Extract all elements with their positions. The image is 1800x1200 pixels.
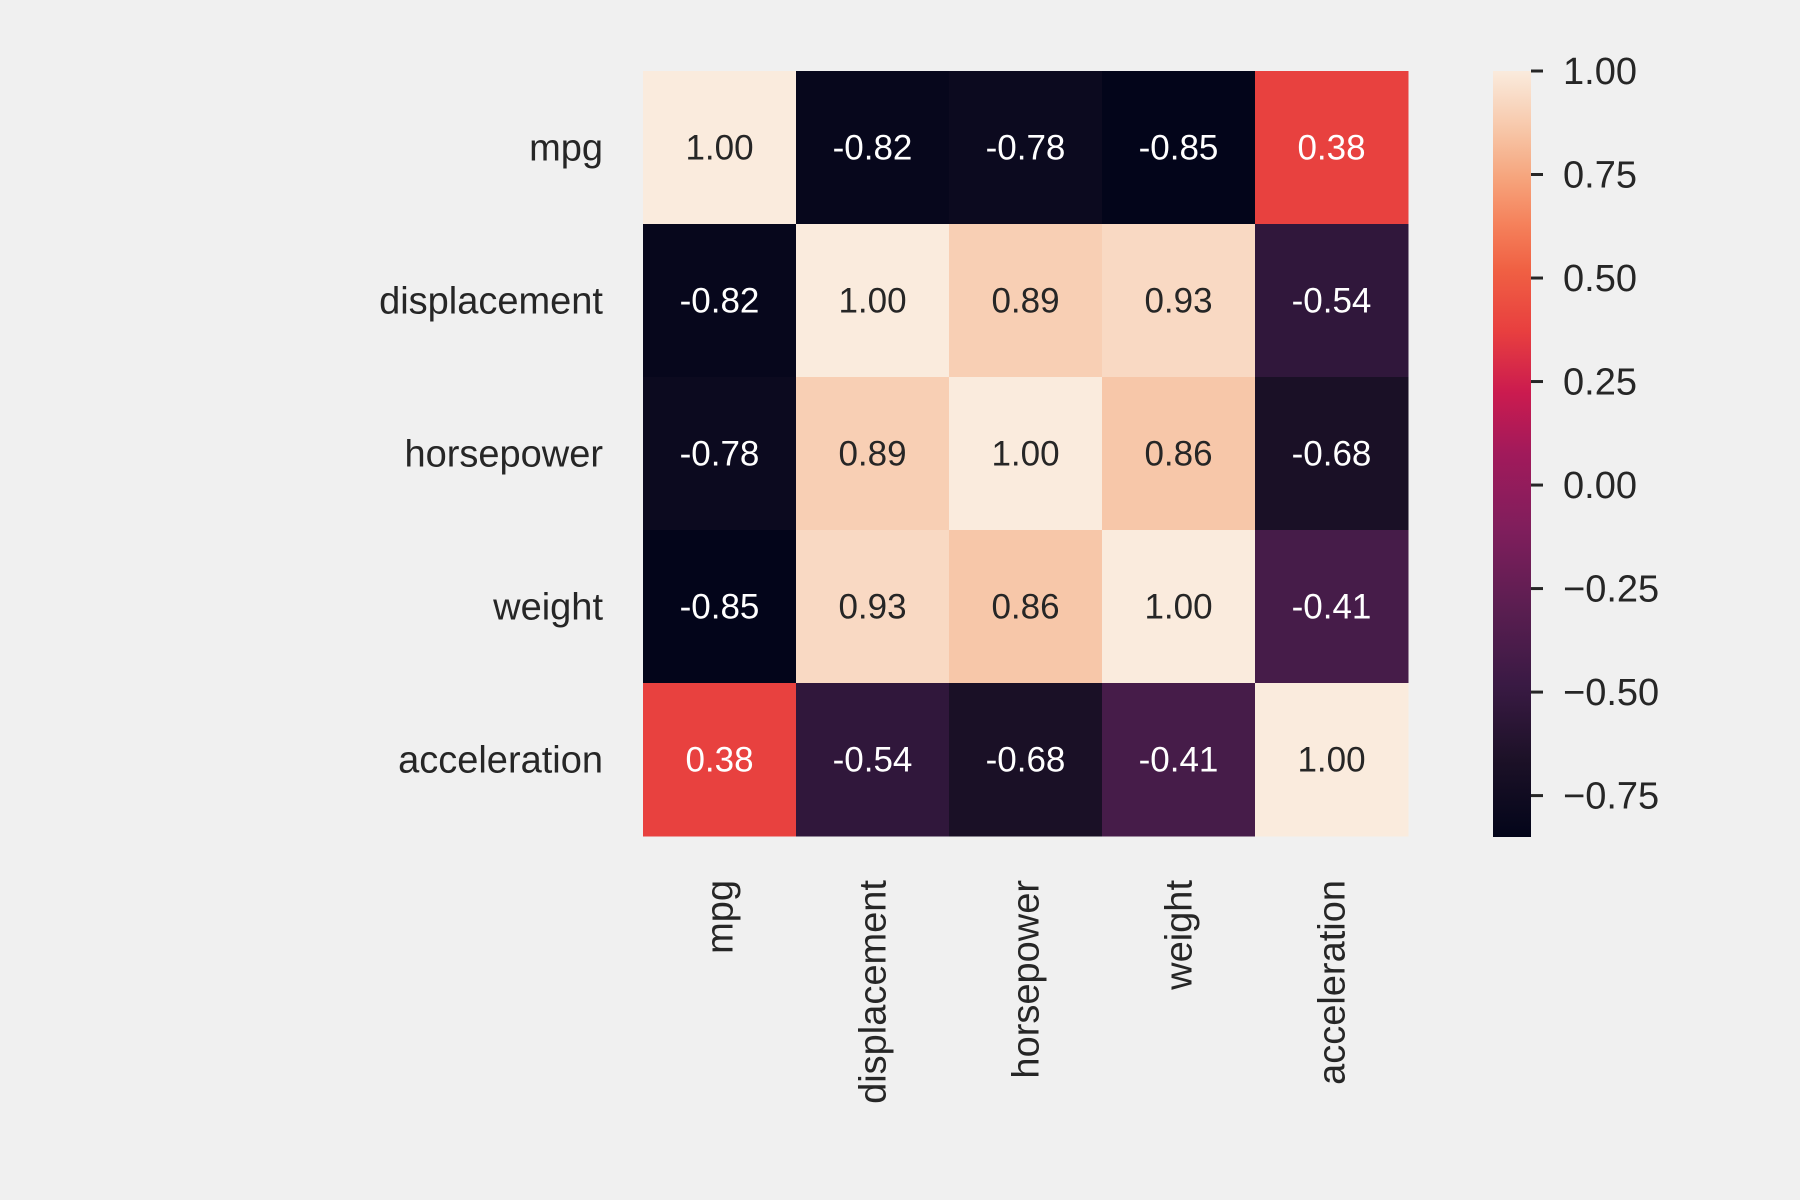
y-tick-label: horsepower [404,434,603,476]
heatmap-cell [949,224,1103,378]
x-tick-label: weight [1159,880,1201,991]
heatmap-cells: 1.00 -0.82 -0.78 -0.85 0.38 -0.82 1.00 0.89 0.93… [643,71,1409,837]
cell-value-label: 1.00 [838,282,906,321]
cell-value-label: 1.00 [1144,588,1212,627]
heatmap-cell [1255,377,1409,531]
colorbar-ticks: 1.00 0.75 0.50 0.25 0.00 −0.25 −0.50 −0.75 [1531,51,1659,818]
heatmap-cell [949,377,1103,531]
x-tick-label: acceleration [1312,880,1354,1085]
cell-value-label: -0.78 [680,435,760,474]
cell-value-label: -0.68 [1292,435,1372,474]
y-tick-label: acceleration [398,740,603,782]
cell-value-label: -0.41 [1292,588,1372,627]
heatmap-cell [643,71,797,225]
heatmap-cell [1255,683,1409,837]
cell-value-label: 0.38 [685,741,753,780]
cell-value-label: 1.00 [1297,741,1365,780]
heatmap-cell [796,683,950,837]
x-tick-label: horsepower [1006,880,1048,1079]
cell-value-label: 1.00 [685,129,753,168]
heatmap-cell [643,530,797,684]
cell-value-label: -0.85 [1139,129,1219,168]
cell-value-label: 0.89 [838,435,906,474]
cell-value-label: -0.78 [986,129,1066,168]
heatmap-cell [1102,224,1256,378]
cell-value-label: 0.38 [1297,129,1365,168]
cell-value-label: 1.00 [991,435,1059,474]
x-axis-tick-labels: mpg displacement horsepower weight accelerat… [700,880,1354,1104]
colorbar-tick-label: −0.25 [1563,569,1659,611]
heatmap-cell [1102,377,1256,531]
colorbar-tick-label: −0.50 [1563,672,1659,714]
x-tick-label: displacement [853,880,895,1104]
cell-value-label: 0.89 [991,282,1059,321]
colorbar-tick-label: −0.75 [1563,776,1659,818]
colorbar-tick-label: 0.50 [1563,258,1637,300]
cell-value-label: -0.82 [680,282,760,321]
cell-value-label: 0.86 [1144,435,1212,474]
cell-value-label: -0.68 [986,741,1066,780]
colorbar-tick-label: 1.00 [1563,51,1637,93]
cell-value-label: 0.93 [838,588,906,627]
heatmap-cell [796,377,950,531]
cell-value-label: -0.54 [833,741,913,780]
heatmap-cell [796,530,950,684]
cell-value-label: 0.93 [1144,282,1212,321]
heatmap-cell [1255,224,1409,378]
heatmap-cell [1255,71,1409,225]
heatmap-cell [1102,71,1256,225]
colorbar-tick-label: 0.75 [1563,155,1637,197]
y-tick-label: displacement [379,281,603,323]
cell-value-label: -0.82 [833,129,913,168]
cell-value-label: -0.41 [1139,741,1219,780]
heatmap-cell [1255,530,1409,684]
heatmap-cell [643,377,797,531]
heatmap-cell [796,71,950,225]
heatmap-cell [1102,683,1256,837]
y-axis-tick-labels: mpg displacement horsepower weight accelerat… [379,128,603,782]
heatmap-cell [949,683,1103,837]
colorbar-tick-label: 0.25 [1563,362,1637,404]
y-tick-label: weight [492,587,603,629]
x-tick-label: mpg [700,880,742,954]
cell-value-label: -0.54 [1292,282,1372,321]
colorbar-tick-label: 0.00 [1563,465,1637,507]
heatmap-cell [643,683,797,837]
heatmap-cell [643,224,797,378]
heatmap-cell [796,224,950,378]
cell-value-label: -0.85 [680,588,760,627]
colorbar [1493,71,1531,837]
heatmap-cell [949,71,1103,225]
heatmap-cell [1102,530,1256,684]
y-tick-label: mpg [529,128,603,170]
heatmap-cell [949,530,1103,684]
cell-value-label: 0.86 [991,588,1059,627]
